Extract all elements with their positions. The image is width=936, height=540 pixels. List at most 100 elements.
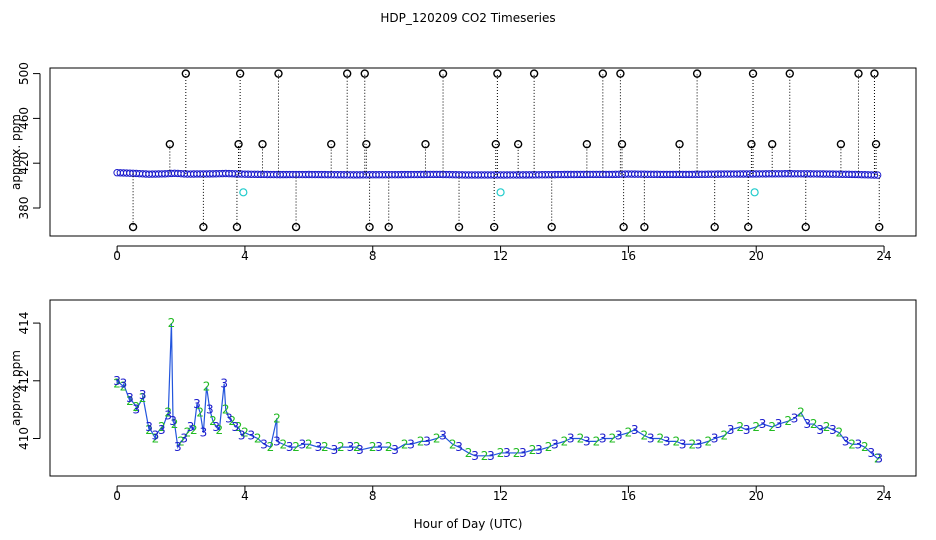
marker-2: 2 (641, 429, 649, 443)
marker-2: 2 (823, 420, 831, 434)
baseline-points (113, 169, 882, 179)
marker-3: 3 (220, 377, 228, 391)
cyan-point (750, 188, 759, 197)
marker-3: 3 (875, 452, 883, 466)
marker-2: 2 (417, 434, 425, 448)
spike-mid-point (582, 139, 592, 149)
plot-frame (49, 67, 917, 237)
marker-3: 3 (232, 420, 240, 434)
spike-low-point (291, 222, 301, 232)
spike-high-point (616, 69, 625, 78)
marker-2: 2 (835, 426, 843, 440)
marker-3: 3 (471, 449, 479, 463)
marker-2: 2 (625, 426, 633, 440)
spike-low-point (875, 222, 884, 232)
marker-3: 3 (315, 440, 323, 454)
marker-2: 2 (848, 437, 856, 451)
marker-3: 3 (164, 408, 172, 422)
spike-high-point (493, 69, 502, 78)
marker-2: 2 (190, 423, 198, 437)
marker-2: 2 (158, 420, 166, 434)
marker-2: 2 (279, 437, 287, 451)
spike-low-point (232, 222, 242, 232)
marker-3: 3 (331, 443, 339, 457)
marker-3: 3 (647, 431, 655, 445)
y-tick-label: 410 (17, 427, 31, 450)
marker-3: 3 (439, 429, 447, 443)
marker-2: 2 (688, 437, 696, 451)
marker-3: 3 (842, 434, 850, 448)
marker-2: 2 (561, 434, 569, 448)
y-axis-label: approx. ppm (9, 114, 23, 190)
marker-2: 2 (673, 434, 681, 448)
marker-2: 2 (768, 420, 776, 434)
marker-2: 2 (752, 420, 760, 434)
marker-2: 2 (132, 400, 140, 414)
spike-mid-point (421, 139, 430, 149)
y-tick-label: 460 (17, 107, 31, 130)
marker-2: 2 (120, 380, 128, 394)
y-tick-label: 412 (17, 369, 31, 392)
x-tick-label: 4 (241, 249, 249, 263)
marker-2: 2 (145, 423, 153, 437)
marker-3: 3 (695, 437, 703, 451)
marker-3: 3 (225, 411, 233, 425)
spike-low-point (199, 222, 208, 232)
x-axis-label: Hour of Day (UTC) (414, 517, 523, 531)
spike-high-point (274, 69, 283, 78)
spike-mid-point (491, 139, 500, 149)
marker-2: 2 (369, 440, 377, 454)
marker-2: 2 (720, 429, 728, 443)
spike-high-point (235, 69, 245, 78)
cyan-point (239, 188, 248, 197)
spike-mid-point (747, 139, 756, 149)
marker-2: 2 (810, 417, 818, 431)
marker-3: 3 (145, 420, 153, 434)
data-point (873, 171, 882, 179)
marker-2: 2 (609, 431, 617, 445)
marker-3: 3 (180, 431, 188, 445)
marker-3: 3 (487, 449, 495, 463)
spike-high-point (598, 69, 608, 78)
marker-2: 2 (267, 440, 275, 454)
marker-2: 2 (241, 426, 249, 440)
x-tick-label: 20 (749, 249, 764, 263)
marker-3: 3 (158, 423, 166, 437)
marker-3: 3 (455, 440, 463, 454)
marker-3: 3 (174, 440, 182, 454)
marker-2: 2 (465, 446, 473, 460)
spike-high-point (181, 69, 191, 78)
marker-3: 3 (519, 446, 527, 460)
marker-3: 3 (260, 437, 268, 451)
marker-3: 3 (356, 443, 364, 457)
x-tick-label: 20 (749, 489, 764, 503)
marker-2: 2 (481, 449, 489, 463)
x-tick-label: 24 (876, 249, 891, 263)
marker-3: 3 (248, 429, 256, 443)
marker-2: 2 (196, 406, 204, 420)
marker-3: 3 (816, 423, 824, 437)
x-tick-label: 12 (493, 249, 508, 263)
marker-2: 2 (228, 414, 236, 428)
marker-3: 3 (238, 429, 246, 443)
marker-3: 3 (804, 417, 812, 431)
spike-mid-point (675, 139, 684, 149)
marker-2: 2 (171, 417, 179, 431)
marker-3: 3 (615, 429, 623, 443)
marker-3: 3 (375, 440, 383, 454)
plot-frame (49, 299, 917, 477)
marker-2: 2 (353, 440, 361, 454)
spike-low-point (454, 222, 464, 232)
marker-3: 3 (759, 417, 767, 431)
y-tick-label: 420 (17, 152, 31, 175)
spike-low-point (489, 222, 499, 232)
spike-high-point (854, 69, 863, 78)
x-tick-label: 8 (369, 489, 377, 503)
marker-2: 2 (433, 431, 441, 445)
marker-2: 2 (126, 394, 134, 408)
marker-2: 2 (577, 431, 585, 445)
marker-3: 3 (829, 423, 837, 437)
spike-mid-point (258, 139, 267, 149)
marker-3: 3 (727, 423, 735, 437)
marker-3: 3 (299, 437, 307, 451)
